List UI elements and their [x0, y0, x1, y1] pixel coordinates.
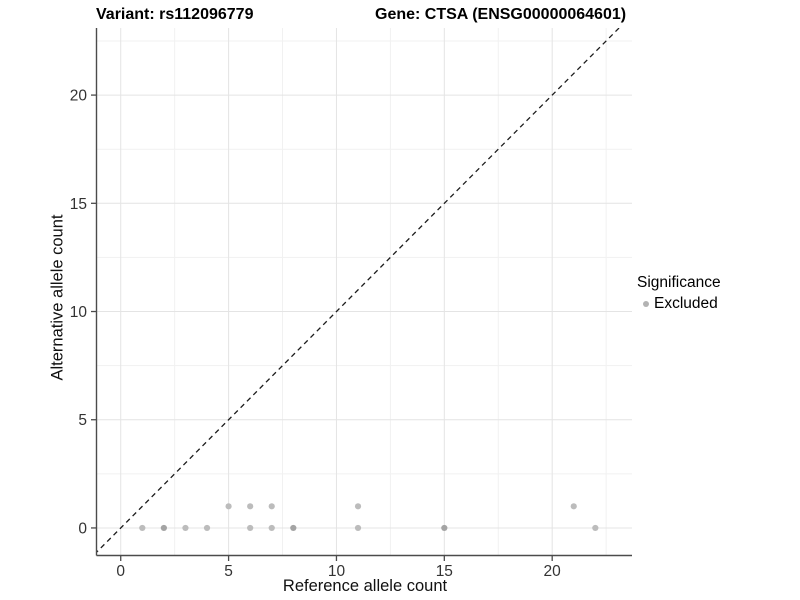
data-point — [570, 503, 577, 510]
data-point — [354, 503, 362, 510]
identity-line — [97, 28, 620, 553]
data-point — [247, 503, 254, 510]
y-tick-label: 20 — [70, 88, 88, 105]
legend-item-excluded: Excluded — [637, 295, 721, 313]
y-tick-label: 5 — [78, 412, 87, 429]
y-tick-label: 0 — [78, 520, 87, 537]
x-tick-label: 5 — [224, 563, 233, 580]
x-tick-label: 10 — [328, 563, 346, 580]
x-tick-label: 15 — [436, 563, 453, 580]
data-point — [290, 524, 297, 532]
legend-item-label: Excluded — [654, 295, 718, 312]
legend-title: Significance — [637, 274, 721, 291]
data-point — [203, 524, 211, 532]
data-point — [441, 524, 448, 532]
y-tick-label: 10 — [70, 304, 88, 321]
x-tick-label: 20 — [544, 563, 562, 580]
y-axis-title: Alternative allele count — [48, 214, 67, 381]
excluded-point-swatch — [643, 301, 649, 307]
x-axis-title: Reference allele count — [282, 577, 448, 595]
data-point — [160, 524, 167, 532]
x-tick-label: 0 — [116, 563, 125, 580]
y-tick-label: 15 — [70, 196, 87, 213]
data-point — [592, 524, 599, 532]
gene-title: Gene: CTSA (ENSG00000064601) — [375, 6, 627, 23]
legend: Significance Excluded — [637, 274, 721, 313]
variant-title: Variant: rs112096779 — [96, 6, 254, 23]
data-point — [247, 524, 254, 532]
data-point — [268, 524, 275, 532]
data-point — [139, 524, 146, 532]
data-point — [182, 524, 189, 532]
data-point — [354, 524, 362, 532]
data-point — [225, 503, 232, 510]
data-point — [268, 503, 275, 510]
